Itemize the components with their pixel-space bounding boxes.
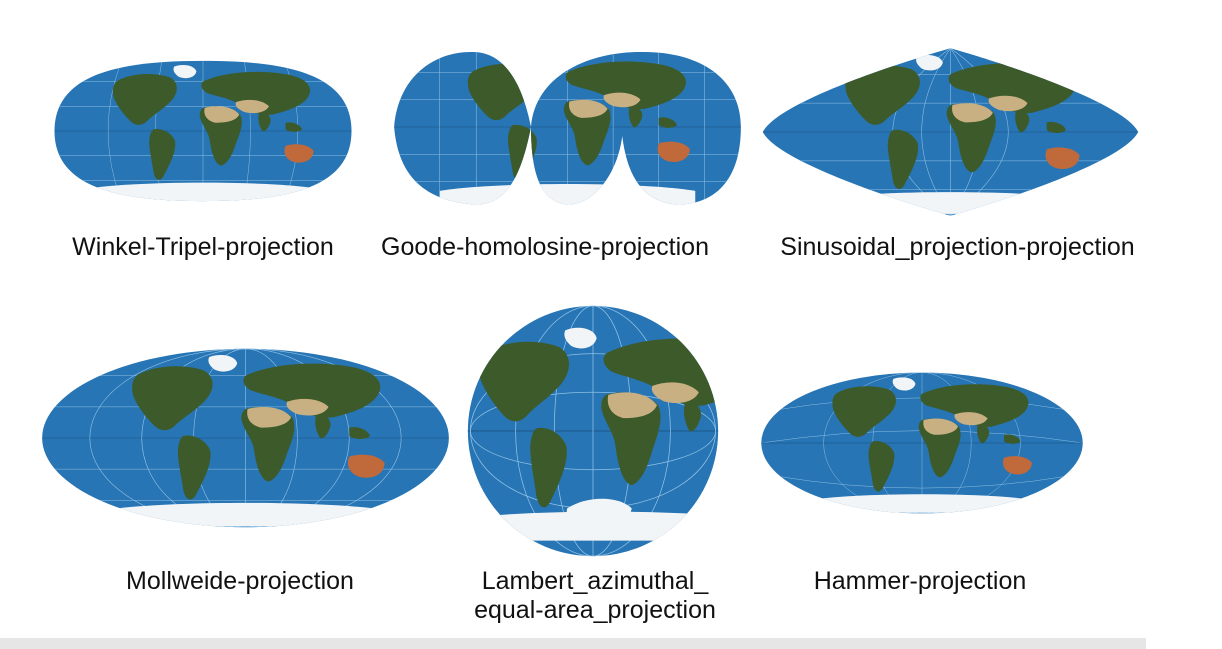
goode-homolosine-map (385, 38, 750, 216)
winkel-tripel-map (38, 28, 368, 234)
lambert-azimuthal-map (464, 300, 722, 562)
caption-goode: Goode-homolosine-projection (381, 233, 709, 261)
hammer-map (758, 358, 1086, 528)
footer-bar (0, 638, 1146, 649)
caption-lambert-1: Lambert_azimuthal_ (481, 567, 709, 595)
caption-winkel: Winkel-Tripel-projection (72, 233, 334, 261)
caption-sinusoidal: Sinusoidal_projection-projection (780, 233, 1135, 261)
sinusoidal-map (758, 38, 1143, 226)
mollweide-map (38, 333, 453, 543)
caption-hammer: Hammer-projection (813, 567, 1027, 595)
caption-mollweide: Mollweide-projection (126, 567, 354, 595)
caption-lambert-2: equal-area_projection (474, 596, 716, 624)
